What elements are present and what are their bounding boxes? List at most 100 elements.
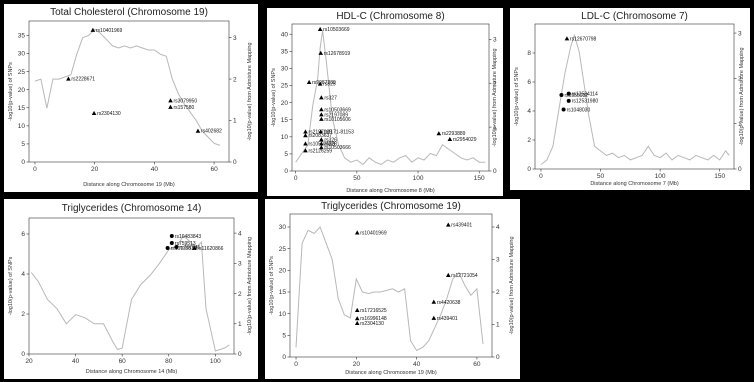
snp-label: rs2197089 — [308, 129, 332, 135]
y2-axis-label: -log10(p-value) from Admixture Mapping — [739, 47, 745, 145]
x-tick-label: 150 — [474, 175, 485, 182]
x-tick-label: 20 — [353, 361, 361, 368]
snp-point-triangle — [319, 137, 324, 142]
y-tick-label: 6 — [527, 79, 531, 86]
plot-frame — [28, 217, 235, 355]
snp-point-triangle — [436, 131, 442, 136]
y-axis-label: -log10(p-value) of SNPs — [8, 62, 14, 121]
y2-axis-label: -log10(p-value) from Admixture Mapping — [247, 237, 253, 335]
chart-title: Total Cholesterol (Chromosome 19) — [50, 7, 208, 18]
snp-point-triangle — [354, 316, 360, 321]
x-tick-label: 0 — [539, 173, 543, 180]
snp-point-triangle — [319, 107, 324, 112]
y2-axis-label: -log10(p-value) from Admixture Mapping — [247, 42, 253, 140]
y-tick-label: 25 — [18, 69, 26, 76]
snp-point-dot — [559, 93, 564, 98]
y2-tick-label: 0 — [738, 166, 742, 173]
y2-tick-label: 3 — [238, 261, 242, 268]
snp-label: rs439401 — [437, 316, 458, 322]
snp-label: rs2954029 — [453, 137, 477, 143]
y-tick-label: 20 — [18, 87, 26, 94]
snp-label: rs157580 — [173, 105, 194, 111]
x-tick-label: 100 — [210, 358, 221, 365]
chart-svg: HDL-C (Chromosome 8)0 50 100 15005101520253… — [271, 11, 498, 194]
snp-point-dot — [165, 246, 170, 250]
x-tick-label: 60 — [119, 358, 127, 365]
snp-point-triangle — [431, 315, 437, 320]
y-tick-label: 35 — [18, 33, 26, 40]
snp-label: rs3079950 — [173, 98, 197, 104]
x-tick-label: 0 — [294, 175, 298, 182]
snp-point-triangle — [319, 145, 324, 150]
x-tick-label: 80 — [165, 358, 173, 365]
snp-label: rs10401969 — [360, 230, 387, 236]
snp-label: rs402682 — [201, 129, 222, 135]
x-axis-label: Distance along Chromosome 7 (Mb) — [590, 181, 679, 187]
y2-tick-label: 0 — [233, 159, 237, 166]
x-axis-label: Distance along Chromosome 8 (Mb) — [346, 188, 435, 194]
snp-label: rs2228671 — [71, 77, 95, 83]
x-tick-label: 100 — [655, 173, 666, 180]
snp-point-triangle — [303, 129, 308, 134]
y-tick-label: 0 — [284, 168, 288, 175]
chart-panel-triglycerides-chr14: Triglycerides (Chromosome 14) 20 40 60 80 100… — [4, 199, 258, 379]
y-axis-label: -log10(p-value) of SNPs — [269, 256, 275, 315]
snp-point-dot — [169, 234, 174, 238]
snp-label: rs2304130 — [360, 321, 384, 327]
snp-point-triangle — [319, 141, 324, 146]
chart-svg: Total Cholesterol (Chromosome 19)0 20 40 60… — [8, 7, 253, 188]
snp-label: rs2304130 — [97, 111, 121, 117]
x-tick-label: 40 — [413, 361, 421, 368]
admixture-curve — [295, 226, 484, 352]
y-tick-label: 2 — [21, 311, 25, 318]
snp-label: rs439401 — [451, 223, 472, 229]
snp-label: rs12534114 — [572, 91, 598, 97]
snp-label: rs10483843 — [175, 234, 202, 240]
x-tick-label: 0 — [33, 166, 37, 173]
snp-point-triangle — [168, 104, 173, 109]
snp-label: rs737845 — [179, 245, 200, 251]
snp-label: rs1048030 — [567, 107, 591, 113]
y2-tick-label: 3 — [493, 37, 497, 44]
snp-label: rs2197089 — [324, 112, 348, 118]
snp-label: rs12678919 — [324, 51, 351, 57]
y-tick-label: 0 — [21, 351, 25, 358]
snp-label: rs327 — [324, 95, 337, 101]
y-tick-label: 30 — [281, 66, 289, 73]
y2-tick-label: 4 — [496, 224, 500, 231]
admixture-curve — [295, 30, 486, 166]
y2-tick-label: 1 — [238, 321, 242, 328]
y2-tick-label: 2 — [493, 80, 497, 87]
snp-point-triangle — [317, 26, 323, 31]
y2-tick-label: 2 — [738, 76, 742, 83]
y-tick-label: 2 — [527, 137, 531, 144]
y2-tick-label: 0 — [238, 351, 242, 358]
x-tick-label: 40 — [151, 166, 159, 173]
y2-tick-label: 2 — [496, 289, 500, 296]
snp-point-triangle — [319, 116, 324, 121]
y2-tick-label: 2 — [238, 291, 242, 298]
admixture-curve — [540, 33, 730, 165]
snp-point-dot — [561, 107, 566, 112]
snp-label: rs12670798 — [570, 36, 597, 42]
snp-label: rs17216525 — [360, 308, 387, 314]
snp-point-triangle — [168, 98, 173, 103]
y-tick-label: 30 — [18, 51, 26, 58]
y-tick-label: 4 — [527, 108, 531, 115]
y2-tick-label: 1 — [233, 118, 237, 125]
snp-label: rs10135539 — [171, 246, 198, 252]
snp-point-triangle — [445, 222, 451, 227]
y2-tick-label: 0 — [496, 354, 500, 361]
snp-point-triangle — [91, 110, 97, 116]
snp-label: rs10503669 — [308, 141, 335, 147]
chart-svg: Triglycerides (Chromosome 14)20 40 60 80 100… — [8, 203, 253, 375]
chart-title: Triglycerides (Chromosome 14) — [62, 203, 202, 214]
x-axis-label: Distance along Chromosome 19 (Mb) — [83, 182, 175, 188]
y-tick-label: 6 — [21, 231, 25, 238]
snp-label: rs4420638 — [437, 300, 461, 306]
plot-frame — [28, 20, 230, 163]
chart-panel-ldl-c: LDL-C (Chromosome 7) 0 50 100 150 0 2 4 6 8 0 1 2 3 Di… — [510, 8, 750, 190]
snp-point-triangle — [318, 50, 324, 55]
snp-point-dot — [169, 241, 174, 245]
chart-title: HDL-C (Chromosome 8) — [336, 11, 444, 22]
